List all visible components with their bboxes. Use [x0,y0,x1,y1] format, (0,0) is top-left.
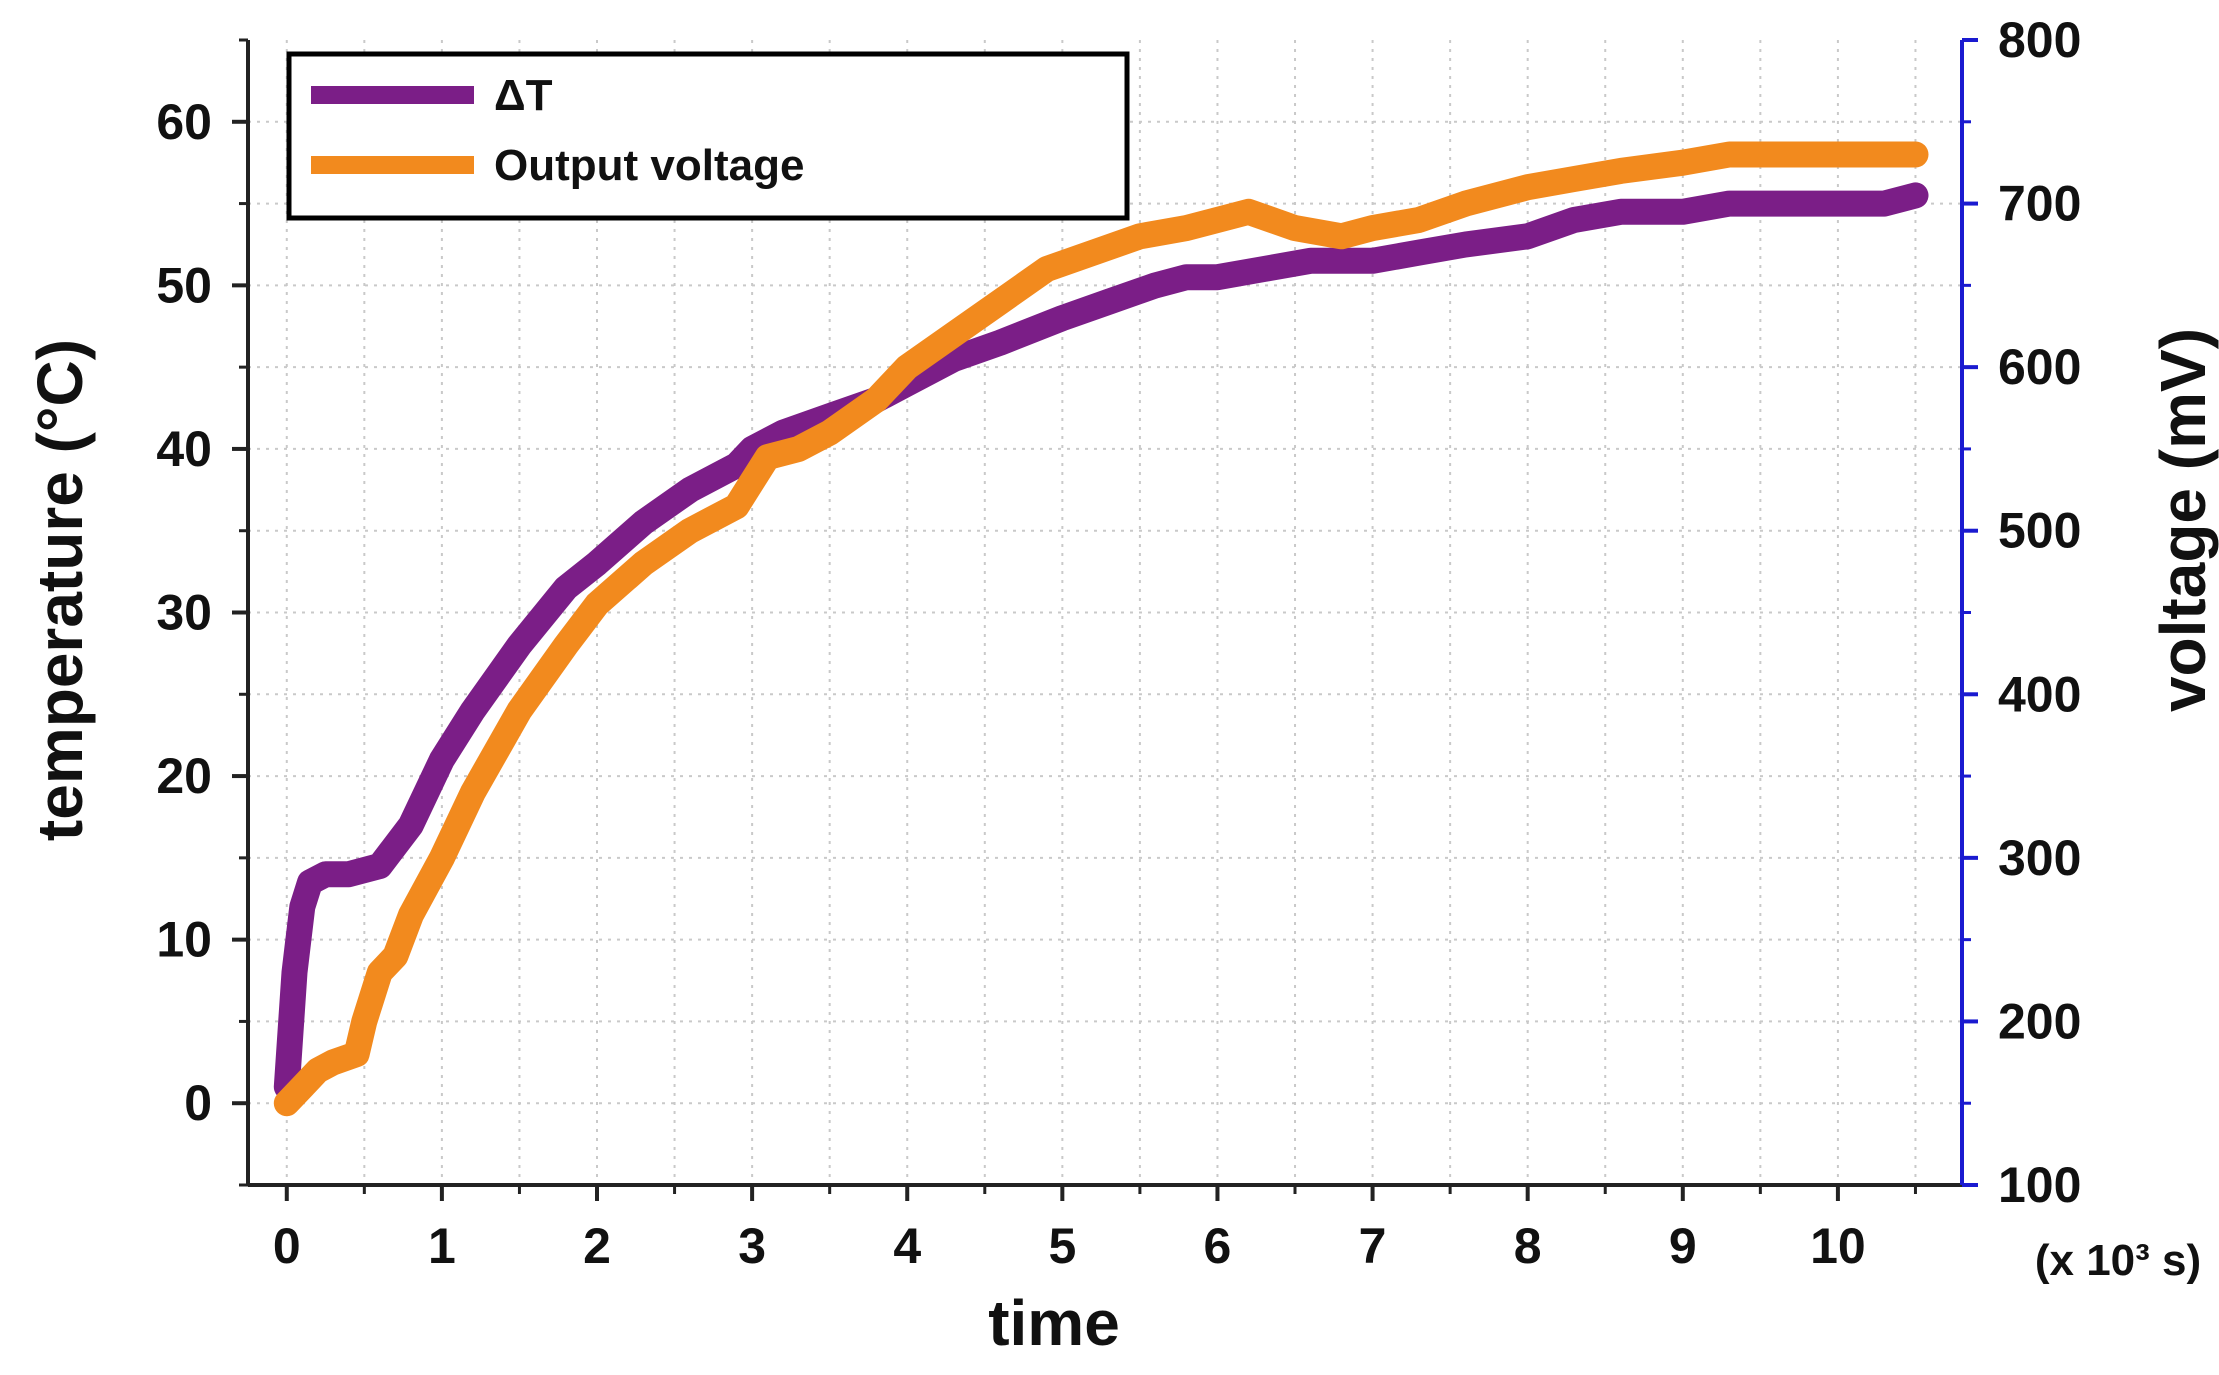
x-tick-label: 2 [583,1218,611,1274]
legend-label-delta-t: ΔT [494,71,553,120]
y-right-tick-label: 700 [1998,176,2081,232]
y-right-tick-label: 800 [1998,12,2081,68]
y-right-tick-label: 200 [1998,993,2081,1049]
y-left-tick-label: 20 [156,748,212,804]
x-tick-label: 6 [1204,1218,1232,1274]
x-axis-unit-label: (x 10³ s) [2035,1236,2201,1285]
y-left-tick-label: 50 [156,257,212,313]
y-left-tick-label: 60 [156,94,212,150]
y-right-tick-label: 600 [1998,339,2081,395]
y-left-tick-label: 40 [156,421,212,477]
y-left-tick-label: 30 [156,585,212,641]
legend: ΔT Output voltage [286,51,1130,221]
y-left-tick-label: 0 [184,1075,212,1131]
x-tick-label: 5 [1048,1218,1076,1274]
y-right-tick-label: 300 [1998,830,2081,886]
x-tick-label: 8 [1514,1218,1542,1274]
x-tick-label: 1 [428,1218,456,1274]
series-line-delta-t [273,182,1929,1100]
legend-label-output-voltage: Output voltage [494,141,804,190]
tick-labels: 0 10 20 30 40 50 60 100 200 300 400 500 600 700 800 0 1 2… [156,12,2081,1274]
x-tick-label: 3 [738,1218,766,1274]
y-right-axis-title: voltage (mV) [2147,328,2219,712]
series-line-output-voltage [273,141,1929,1117]
x-tick-label: 0 [273,1218,301,1274]
axes [232,38,1978,1201]
y-right-tick-label: 500 [1998,503,2081,559]
y-right-tick-label: 400 [1998,666,2081,722]
data-series [273,141,1929,1117]
x-tick-label: 10 [1810,1218,1866,1274]
y-left-axis-title: temperature (°C) [24,339,96,841]
x-axis-title: time [988,1287,1120,1359]
legend-box [286,51,1130,221]
x-tick-label: 9 [1669,1218,1697,1274]
x-tick-label: 4 [893,1218,921,1274]
x-tick-label: 7 [1359,1218,1387,1274]
y-right-tick-label: 100 [1998,1157,2081,1213]
y-left-tick-label: 10 [156,912,212,968]
